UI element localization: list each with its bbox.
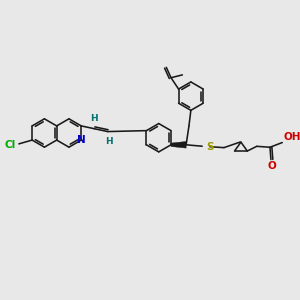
- Text: H: H: [105, 137, 112, 146]
- Text: OH: OH: [283, 132, 300, 142]
- Text: S: S: [206, 142, 214, 152]
- Text: Cl: Cl: [5, 140, 16, 150]
- Text: O: O: [268, 161, 276, 171]
- Text: N: N: [77, 135, 86, 145]
- Text: H: H: [90, 114, 97, 123]
- Polygon shape: [171, 142, 186, 148]
